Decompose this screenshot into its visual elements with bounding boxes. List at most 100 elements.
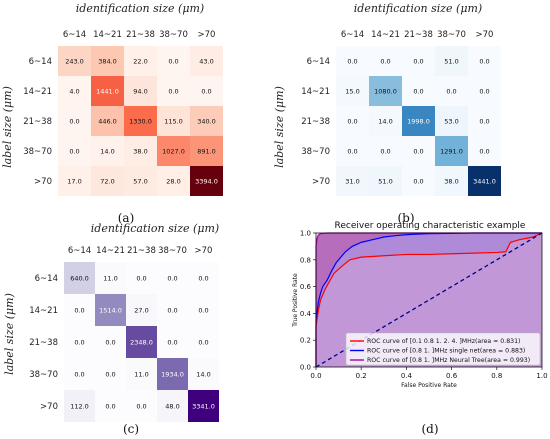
heatmap-cell — [435, 136, 468, 166]
heatmap-x-tick-label: 14~21 — [93, 30, 122, 40]
heatmap-cell-value: 0.0 — [105, 370, 115, 378]
heatmap-cell — [157, 390, 188, 422]
heatmap-cell — [64, 358, 95, 390]
heatmap-cell-value: 57.0 — [133, 177, 147, 185]
heatmap-cell-value: 0.0 — [413, 57, 423, 65]
heatmap-y-tick-label: 21~38 — [23, 117, 52, 127]
heatmap-cell-value: 2348.0 — [130, 338, 153, 346]
panel-label-d: (d) — [421, 422, 438, 436]
heatmap-x-tick-label: >70 — [198, 30, 216, 40]
heatmap-y-tick-label: 38~70 — [23, 147, 52, 157]
heatmap-cell-value: 1080.0 — [374, 87, 397, 95]
heatmap-cell — [58, 106, 91, 136]
heatmap-cell-value: 891.0 — [197, 147, 216, 155]
heatmap-cell — [336, 166, 369, 196]
heatmap-x-tick-label: 14~21 — [371, 30, 400, 40]
heatmap-cell-value: 0.0 — [198, 274, 208, 282]
heatmap-cell-value: 15.0 — [345, 87, 359, 95]
heatmap-cell — [95, 326, 126, 358]
heatmap-cell-value: 0.0 — [168, 57, 178, 65]
heatmap-cell — [124, 46, 157, 76]
heatmap-cell-value: 0.0 — [380, 57, 390, 65]
heatmap-cell-value: 0.0 — [198, 306, 208, 314]
heatmap-x-tick-label: 21~38 — [127, 246, 156, 256]
heatmap-y-tick-label: 38~70 — [29, 370, 58, 380]
roc-x-tick-label: 0.2 — [356, 372, 367, 380]
heatmap-cell — [188, 262, 219, 294]
heatmap-b-xlabel: identification size (μm) — [354, 2, 482, 15]
heatmap-cell — [336, 106, 369, 136]
heatmap-x-tick-label: 14~21 — [96, 246, 125, 256]
heatmap-cell-value: 0.0 — [69, 147, 79, 155]
heatmap-cell — [95, 358, 126, 390]
heatmap-cell-value: 0.0 — [380, 147, 390, 155]
heatmap-cell — [64, 326, 95, 358]
heatmap-cell — [91, 46, 124, 76]
heatmap-y-tick-label: 14~21 — [23, 87, 52, 97]
heatmap-cell — [468, 46, 501, 76]
roc-x-tick-label: 1.0 — [536, 372, 547, 380]
heatmap-cell-value: 3341.0 — [192, 402, 215, 410]
heatmap-cell — [336, 76, 369, 106]
heatmap-cell — [91, 76, 124, 106]
heatmap-cell-value: 14.0 — [196, 370, 210, 378]
heatmap-cell — [95, 294, 126, 326]
heatmap-b: identification size (μm) label size (μm)… — [273, 2, 501, 225]
heatmap-cell-value: 14.0 — [378, 117, 392, 125]
heatmap-cell — [124, 76, 157, 106]
heatmap-cell — [188, 390, 219, 422]
heatmap-cell — [402, 166, 435, 196]
heatmap-cell-value: 0.0 — [105, 402, 115, 410]
heatmap-cell — [157, 294, 188, 326]
heatmap-y-tick-label: >70 — [312, 177, 330, 187]
roc-legend-box — [345, 332, 541, 366]
heatmap-x-tick-label: >70 — [195, 246, 213, 256]
heatmap-cell-value: 0.0 — [136, 274, 146, 282]
heatmap-y-tick-label: 21~38 — [301, 117, 330, 127]
roc-title: Receiver operating characteristic exampl… — [335, 221, 526, 231]
heatmap-cell-value: 0.0 — [198, 338, 208, 346]
heatmap-cell — [468, 76, 501, 106]
heatmap-x-tick-label: 6~14 — [63, 30, 86, 40]
panel-label-b: (b) — [397, 211, 414, 225]
heatmap-cell — [468, 166, 501, 196]
heatmap-cell — [188, 326, 219, 358]
heatmap-cell — [157, 46, 190, 76]
heatmap-c-xlabel: identification size (μm) — [91, 222, 219, 235]
heatmap-x-tick-label: 21~38 — [126, 30, 155, 40]
heatmap-cell-value: 0.0 — [347, 147, 357, 155]
heatmap-cell — [124, 136, 157, 166]
heatmap-cell — [190, 106, 223, 136]
heatmap-cell-value: 27.0 — [134, 306, 148, 314]
heatmap-x-tick-label: 38~70 — [159, 30, 188, 40]
heatmap-x-tick-label: 6~14 — [68, 246, 91, 256]
heatmap-cell — [369, 106, 402, 136]
roc-y-tick-label: 0.0 — [300, 364, 311, 372]
heatmap-y-tick-label: >70 — [34, 177, 52, 187]
heatmap-cell — [402, 106, 435, 136]
heatmap-cell-value: 1330.0 — [129, 117, 152, 125]
heatmap-cell-value: 17.0 — [67, 177, 81, 185]
heatmap-cell — [58, 76, 91, 106]
heatmap-y-tick-label: 6~14 — [29, 57, 52, 67]
roc-legend: ROC curve of [0.1 0.8 1. 2. 4. ]MHz(area… — [345, 332, 541, 366]
roc-series-line — [315, 232, 543, 367]
heatmap-cell-value: 1934.0 — [161, 370, 184, 378]
heatmap-cell — [126, 326, 157, 358]
heatmap-cell-value: 0.0 — [74, 370, 84, 378]
heatmap-cell-value: 3394.0 — [195, 177, 218, 185]
heatmap-cell-value: 640.0 — [70, 274, 89, 282]
heatmap-cell-value: 0.0 — [347, 117, 357, 125]
heatmap-cell-value: 0.0 — [347, 57, 357, 65]
heatmap-b-ylabel: label size (μm) — [273, 86, 286, 168]
heatmap-cell-value: 340.0 — [197, 117, 216, 125]
heatmap-cell-value: 0.0 — [167, 306, 177, 314]
heatmap-cell-value: 22.0 — [133, 57, 147, 65]
heatmap-cell-value: 51.0 — [444, 57, 458, 65]
heatmap-cell — [190, 46, 223, 76]
heatmap-cell-value: 112.0 — [70, 402, 89, 410]
roc-legend-label: ROC curve of [0.8 1. ]MHz single net(are… — [367, 348, 525, 355]
heatmap-a-ylabel: label size (μm) — [1, 86, 14, 168]
heatmap-cell-value: 0.0 — [479, 57, 489, 65]
heatmap-y-tick-label: 14~21 — [29, 306, 58, 316]
